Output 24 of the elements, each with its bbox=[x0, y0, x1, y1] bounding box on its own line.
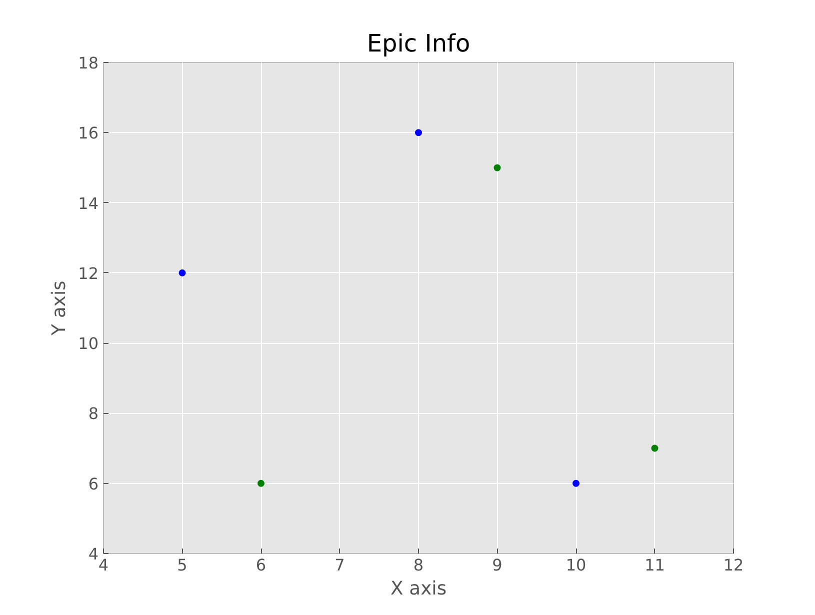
point bbox=[651, 444, 658, 452]
point bbox=[258, 480, 264, 487]
point bbox=[494, 164, 501, 172]
x-tick-label: 5 bbox=[177, 556, 188, 574]
x-tick-label: 6 bbox=[256, 556, 266, 574]
y-tick-label: 18 bbox=[78, 54, 98, 72]
y-tick-label: 16 bbox=[78, 124, 98, 143]
point bbox=[178, 269, 186, 276]
x-tick-label: 8 bbox=[413, 556, 424, 574]
x-tick-label: 9 bbox=[492, 556, 502, 574]
point bbox=[415, 129, 422, 136]
x-tick-label: 10 bbox=[566, 556, 586, 574]
x-tick-label: 7 bbox=[334, 556, 345, 574]
y-tick-label: 8 bbox=[88, 404, 99, 424]
chart-title: Epic Info bbox=[366, 30, 470, 58]
x-tick-label: 11 bbox=[644, 556, 665, 574]
y-tick-label: 12 bbox=[78, 264, 98, 283]
point bbox=[572, 480, 580, 487]
y-tick-label: 6 bbox=[88, 474, 99, 494]
y-tick-label: 14 bbox=[78, 194, 98, 213]
y-tick-label: 10 bbox=[78, 334, 98, 354]
y-axis-title: Y axis bbox=[49, 280, 70, 336]
x-axis-title: X axis bbox=[390, 578, 447, 600]
x-tick-label: 12 bbox=[723, 556, 744, 574]
